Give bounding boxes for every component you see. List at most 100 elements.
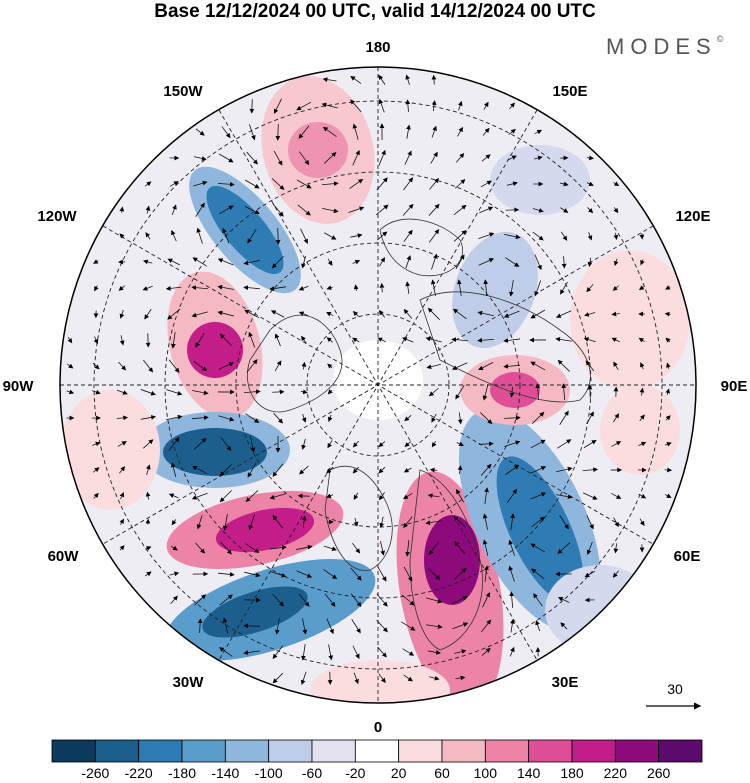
wind-vector bbox=[326, 466, 334, 474]
blob-neg-40w-core bbox=[202, 586, 308, 638]
wind-vector bbox=[171, 230, 177, 242]
wind-vector bbox=[350, 99, 362, 113]
wind-vector bbox=[350, 233, 363, 238]
wind-vector bbox=[270, 310, 285, 318]
colorbar-swatch bbox=[311, 739, 356, 763]
wind-vector bbox=[328, 644, 334, 661]
wind-vector bbox=[301, 413, 307, 423]
wind-vector bbox=[140, 415, 156, 420]
wind-vector bbox=[431, 74, 437, 85]
wind-vector bbox=[405, 74, 410, 85]
lon-label-150e: 150E bbox=[552, 83, 587, 100]
wind-vector bbox=[217, 310, 234, 317]
wind-vector bbox=[403, 492, 413, 500]
wind-vector bbox=[274, 360, 282, 372]
wind-vector bbox=[272, 203, 284, 217]
lon-label-30e: 30E bbox=[552, 674, 579, 691]
colorbar-swatch bbox=[181, 739, 226, 763]
wind-vector bbox=[171, 332, 176, 349]
wind-vector bbox=[558, 597, 570, 603]
wind-vector bbox=[379, 282, 385, 293]
wind-vector bbox=[296, 179, 312, 189]
wind-vector bbox=[506, 181, 518, 187]
wind-vector bbox=[533, 155, 543, 161]
wind-vector bbox=[613, 517, 619, 528]
wind-vector bbox=[426, 363, 441, 370]
wind-vector bbox=[503, 363, 521, 369]
wind-vector bbox=[274, 98, 282, 114]
coastline-canada bbox=[247, 314, 343, 413]
lon-label-30w: 30W bbox=[173, 674, 205, 691]
wind-vector bbox=[196, 515, 203, 530]
wind-vector bbox=[638, 493, 647, 499]
brand-name: MODES bbox=[606, 34, 717, 59]
wind-vector bbox=[584, 312, 596, 317]
colorbar-tick-label: -220 bbox=[125, 765, 153, 781]
wind-vector bbox=[324, 232, 337, 240]
wind-vector bbox=[378, 98, 385, 113]
wind-vector bbox=[326, 312, 334, 317]
wind-vector bbox=[272, 463, 284, 477]
wind-vector bbox=[583, 439, 597, 448]
wind-vector bbox=[352, 542, 361, 554]
wind-vector bbox=[431, 413, 437, 423]
wind-vector bbox=[196, 227, 203, 244]
wind-vector bbox=[119, 206, 125, 213]
wind-vector bbox=[585, 360, 595, 372]
wind-vector bbox=[245, 543, 260, 553]
wind-vector bbox=[639, 233, 645, 240]
wind-vector bbox=[352, 259, 361, 265]
wind-vector bbox=[377, 337, 387, 343]
wind-vector bbox=[611, 493, 622, 499]
wind-vector bbox=[457, 465, 463, 475]
wind-vector bbox=[244, 205, 260, 215]
wind-vector bbox=[478, 258, 495, 266]
wind-vector bbox=[193, 361, 208, 372]
wind-vector bbox=[503, 310, 520, 318]
wind-vector bbox=[482, 127, 490, 136]
colorbar-tick-label: -100 bbox=[255, 765, 283, 781]
wind-vector bbox=[271, 178, 285, 190]
wind-vector bbox=[193, 180, 208, 187]
wind-vector bbox=[479, 441, 494, 447]
wind-vector bbox=[664, 311, 671, 317]
wind-vector bbox=[377, 231, 388, 241]
reference-vector-label: 30 bbox=[667, 681, 683, 697]
colorbar-swatch bbox=[94, 739, 140, 763]
wind-vector bbox=[481, 154, 491, 162]
wind-vector bbox=[403, 229, 413, 242]
wind-vector bbox=[195, 332, 205, 348]
wind-vector bbox=[556, 494, 573, 500]
wind-vector bbox=[91, 389, 101, 395]
wind-vector bbox=[169, 571, 180, 577]
wind-vector bbox=[94, 285, 99, 292]
wind-vector bbox=[301, 438, 306, 450]
wind-vector bbox=[298, 125, 310, 139]
wind-vector bbox=[402, 648, 415, 656]
wind-vector bbox=[297, 204, 311, 216]
wind-vector bbox=[430, 279, 436, 296]
brand-mark: © bbox=[716, 34, 724, 44]
wind-vector bbox=[217, 284, 234, 290]
wind-vector bbox=[457, 126, 463, 137]
wind-vector bbox=[531, 568, 545, 580]
colorbar-tick-label: -180 bbox=[168, 765, 196, 781]
wind-vector bbox=[191, 492, 208, 500]
colorbar-swatch bbox=[354, 739, 400, 763]
wind-vector bbox=[142, 285, 153, 291]
colorbar-swatch bbox=[268, 739, 313, 763]
wind-vector bbox=[587, 207, 594, 214]
wind-vector bbox=[246, 359, 258, 373]
wind-vector bbox=[299, 465, 309, 475]
wind-vector bbox=[217, 258, 234, 266]
wind-vector bbox=[481, 647, 491, 656]
wind-vector bbox=[119, 466, 126, 474]
wind-vector bbox=[269, 493, 286, 500]
wind-vector bbox=[586, 181, 594, 186]
wind-vector bbox=[452, 622, 469, 630]
wind-vector bbox=[613, 258, 619, 267]
wind-vector bbox=[352, 440, 359, 448]
wind-vector bbox=[613, 232, 619, 240]
wind-vector bbox=[116, 415, 129, 421]
wind-vector bbox=[301, 335, 307, 344]
